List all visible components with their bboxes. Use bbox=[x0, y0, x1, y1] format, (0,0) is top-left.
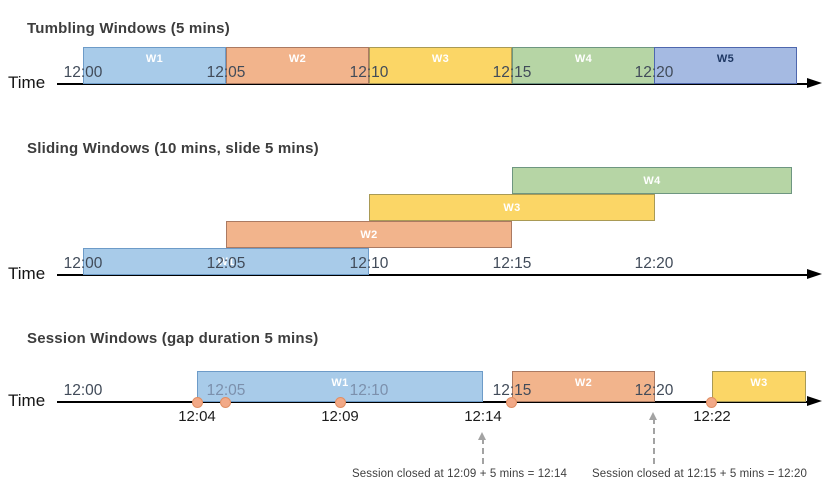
window-bar-w2: W2 bbox=[226, 47, 369, 84]
annotation-caption: Session closed at 12:15 + 5 mins = 12:20 bbox=[592, 468, 807, 480]
tick-label: 12:05 bbox=[206, 382, 246, 399]
annotation-arrow-up-icon bbox=[478, 432, 486, 440]
window-bar-w4: W4 bbox=[512, 47, 655, 84]
section-title-sliding: Sliding Windows (10 mins, slide 5 mins) bbox=[27, 140, 319, 158]
window-label: W4 bbox=[643, 175, 661, 187]
window-bar-w3: W3 bbox=[369, 47, 512, 84]
time-axis-label: Time bbox=[8, 264, 46, 283]
window-label: W2 bbox=[360, 229, 378, 241]
window-label: W3 bbox=[750, 377, 768, 389]
window-bar-w1: W1 bbox=[83, 248, 369, 275]
tick-label: 12:05 bbox=[206, 64, 246, 81]
event-time-label: 12:14 bbox=[464, 408, 502, 425]
window-label: W4 bbox=[574, 53, 593, 65]
window-bar-w5: W5 bbox=[654, 47, 797, 84]
time-axis-arrowhead-icon bbox=[807, 269, 822, 279]
time-axis-arrowhead-icon bbox=[807, 396, 822, 406]
window-bar-w3: W3 bbox=[712, 371, 806, 402]
tick-label: 12:05 bbox=[206, 255, 246, 272]
time-axis-label: Time bbox=[8, 391, 46, 410]
event-time-label: 12:04 bbox=[178, 408, 216, 425]
annotation-arrow-up-icon bbox=[649, 412, 657, 420]
window-bar-w2: W2 bbox=[226, 221, 512, 248]
time-axis-line bbox=[57, 274, 812, 276]
window-label: W1 bbox=[217, 256, 235, 268]
window-label: W2 bbox=[288, 53, 307, 65]
window-label: W5 bbox=[716, 53, 735, 65]
window-label: W1 bbox=[145, 53, 164, 65]
time-axis-arrowhead-icon bbox=[807, 78, 822, 88]
window-bar-w4: W4 bbox=[512, 167, 792, 194]
tick-label: 12:00 bbox=[63, 382, 103, 399]
event-dot bbox=[220, 397, 231, 408]
tick-label: 12:20 bbox=[634, 255, 674, 272]
tick-label: 12:15 bbox=[492, 382, 532, 399]
tick-label: 12:10 bbox=[349, 382, 389, 399]
tick-label: 12:10 bbox=[349, 255, 389, 272]
window-label: W3 bbox=[431, 53, 450, 65]
window-bar-w1: W1 bbox=[197, 371, 483, 402]
annotation-arrow-line bbox=[653, 418, 655, 464]
tick-label: 12:15 bbox=[492, 255, 532, 272]
event-dot bbox=[706, 397, 717, 408]
section-title-session: Session Windows (gap duration 5 mins) bbox=[27, 330, 319, 348]
window-bar-w2: W2 bbox=[512, 371, 655, 402]
section-title-tumbling: Tumbling Windows (5 mins) bbox=[27, 20, 230, 38]
window-label: W3 bbox=[503, 202, 521, 214]
tick-label: 12:15 bbox=[492, 64, 532, 81]
tick-label: 12:20 bbox=[634, 382, 674, 399]
event-dot bbox=[192, 397, 203, 408]
event-time-label: 12:22 bbox=[693, 408, 731, 425]
event-dot bbox=[506, 397, 517, 408]
tick-label: 12:00 bbox=[63, 255, 103, 272]
annotation-caption: Session closed at 12:09 + 5 mins = 12:14 bbox=[352, 468, 567, 480]
window-label: W2 bbox=[574, 377, 593, 389]
time-axis-line bbox=[57, 401, 812, 403]
event-dot bbox=[335, 397, 346, 408]
tick-label: 12:20 bbox=[634, 64, 674, 81]
time-axis-label: Time bbox=[8, 73, 46, 92]
event-time-label: 12:09 bbox=[321, 408, 359, 425]
tick-label: 12:00 bbox=[63, 64, 103, 81]
time-axis-line bbox=[57, 83, 812, 85]
tick-label: 12:10 bbox=[349, 64, 389, 81]
window-bar-w1: W1 bbox=[83, 47, 226, 84]
annotation-arrow-line bbox=[482, 438, 484, 464]
window-label: W1 bbox=[331, 377, 349, 389]
window-bar-w3: W3 bbox=[369, 194, 655, 221]
